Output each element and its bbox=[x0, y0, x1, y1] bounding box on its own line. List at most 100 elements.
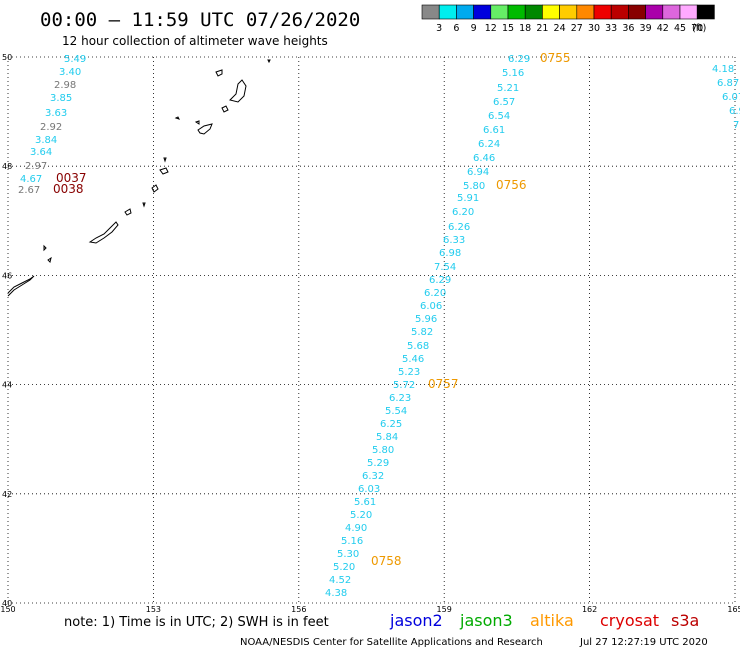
swh-value: 6.20 bbox=[452, 207, 474, 218]
swh-value: 4.38 bbox=[325, 588, 347, 599]
legend-unit: (ft) bbox=[692, 23, 706, 34]
lat-tick-label: 44 bbox=[2, 381, 12, 390]
swh-value: 5.80 bbox=[372, 445, 394, 456]
legend-tick-label: 21 bbox=[536, 23, 548, 34]
swh-value: 6.94 bbox=[467, 167, 489, 178]
lon-tick-label: 150 bbox=[0, 605, 15, 614]
legend-swatch bbox=[421, 4, 440, 20]
swh-value: 4.18 bbox=[712, 64, 734, 75]
swh-value: 2.92 bbox=[40, 122, 62, 133]
legend-swatch bbox=[679, 4, 698, 20]
legend-swatch bbox=[628, 4, 646, 20]
coastline-kuril-matua bbox=[221, 105, 229, 113]
swh-value: 6.9 bbox=[729, 106, 740, 117]
legend-tick-label: 70 bbox=[691, 23, 703, 34]
swh-value: 6.32 bbox=[362, 471, 384, 482]
legend-swatch bbox=[559, 4, 578, 20]
legend-tick-label: 30 bbox=[588, 23, 600, 34]
footer-note: note: 1) Time is in UTC; 2) SWH is in fe… bbox=[64, 615, 329, 630]
legend-tick-label: 24 bbox=[554, 23, 566, 34]
coastline-kuril-islet-a bbox=[124, 208, 132, 216]
legend-tick-label: 9 bbox=[471, 23, 477, 34]
pass-time-label: 0038 bbox=[53, 182, 84, 196]
swh-value: 5.16 bbox=[341, 536, 363, 547]
lat-tick-label: 50 bbox=[2, 53, 12, 62]
swh-value: 2.97 bbox=[25, 161, 47, 172]
legend-swatch bbox=[542, 4, 560, 20]
satellite-label-jason2: jason2 bbox=[389, 611, 443, 630]
swh-value: 5.21 bbox=[497, 83, 519, 94]
legend-swatch bbox=[524, 4, 543, 20]
legend-tick-label: 18 bbox=[519, 23, 531, 34]
swh-value: 5.96 bbox=[415, 314, 437, 325]
legend-tick-label: 36 bbox=[622, 23, 634, 34]
lon-tick-label: 162 bbox=[582, 605, 597, 614]
swh-value: 5.29 bbox=[367, 458, 389, 469]
coastline-island-2 bbox=[47, 256, 52, 263]
satellite-label-s3a: s3a bbox=[671, 611, 699, 630]
map-background bbox=[8, 57, 735, 603]
coastline-kuril-islet-d bbox=[163, 157, 167, 163]
swh-value: 7.4 bbox=[733, 120, 740, 131]
legend-swatch bbox=[645, 4, 664, 20]
swh-value: 5.16 bbox=[502, 68, 524, 79]
footer-credit: NOAA/NESDIS Center for Satellite Applica… bbox=[240, 637, 543, 648]
swh-value: 5.30 bbox=[337, 549, 359, 560]
lat-tick-label: 46 bbox=[2, 271, 12, 280]
legend-swatch bbox=[438, 4, 457, 20]
footer-timestamp: Jul 27 12:27:19 UTC 2020 bbox=[579, 637, 708, 648]
swh-value: 4.67 bbox=[20, 174, 42, 185]
pass-time-label: 0758 bbox=[371, 554, 402, 568]
legend-tick-label: 45 bbox=[674, 23, 686, 34]
swh-value: 4.90 bbox=[345, 523, 367, 534]
swh-value: 7. bbox=[0, 0, 10, 3]
swh-value: 3.40 bbox=[59, 67, 81, 78]
coastlines bbox=[7, 59, 271, 297]
legend-swatch bbox=[576, 4, 595, 20]
legend-tick-label: 42 bbox=[657, 23, 669, 34]
legend-swatch bbox=[696, 4, 715, 20]
lon-tick-label: 156 bbox=[291, 605, 306, 614]
swh-value: 6.54 bbox=[488, 111, 510, 122]
satellite-label-cryosat: cryosat bbox=[600, 611, 659, 630]
legend-tick-label: 12 bbox=[485, 23, 497, 34]
swh-value: 3.64 bbox=[30, 147, 52, 158]
swh-value: 6.20 bbox=[424, 288, 446, 299]
swh-value: 6.29 bbox=[508, 54, 530, 65]
swh-value: 5.91 bbox=[457, 193, 479, 204]
swh-value: 4.52 bbox=[329, 575, 351, 586]
coastline-kuril-etorofu bbox=[88, 221, 119, 244]
coastline-hokkaido-east bbox=[7, 275, 35, 297]
swh-value: 5.82 bbox=[411, 327, 433, 338]
lat-tick-label: 40 bbox=[2, 599, 12, 608]
legend-tick-label: 6 bbox=[453, 23, 459, 34]
swh-value: 5.54 bbox=[385, 406, 407, 417]
legend-swatch bbox=[456, 4, 474, 20]
coastline-island-1 bbox=[43, 244, 47, 252]
lon-tick-label: 159 bbox=[437, 605, 452, 614]
coastline-kuril-urup bbox=[151, 184, 159, 193]
legend-swatch bbox=[610, 4, 629, 20]
swh-value: 5.80 bbox=[463, 181, 485, 192]
swh-value: 5.49 bbox=[64, 54, 86, 65]
satellite-label-altika: altika bbox=[530, 611, 574, 630]
swh-value: 3.85 bbox=[50, 93, 72, 104]
swh-value: 6.24 bbox=[478, 139, 500, 150]
swh-value: 6.23 bbox=[389, 393, 411, 404]
swh-value: 6.87 bbox=[717, 78, 739, 89]
swh-value: 6.26 bbox=[448, 222, 470, 233]
legend-tick-label: 15 bbox=[502, 23, 514, 34]
lat-tick-label: 42 bbox=[2, 490, 12, 499]
coastline-kuril-onekotan bbox=[215, 69, 223, 77]
swh-value: 7.54 bbox=[434, 262, 456, 273]
swh-value: 6.29 bbox=[429, 275, 451, 286]
swh-value: 3.84 bbox=[35, 135, 57, 146]
wave-height-legend: 3 6 9 12 15 18 21 24 27 30 33 36 39 42 45 70(ft) bbox=[421, 4, 715, 34]
swh-value: 5.68 bbox=[407, 341, 429, 352]
swh-value: 6.03 bbox=[358, 484, 380, 495]
legend-tick-label: 3 bbox=[436, 23, 442, 34]
swh-value: 5.72 bbox=[393, 380, 415, 391]
pass-time-label: 0755 bbox=[540, 51, 571, 65]
